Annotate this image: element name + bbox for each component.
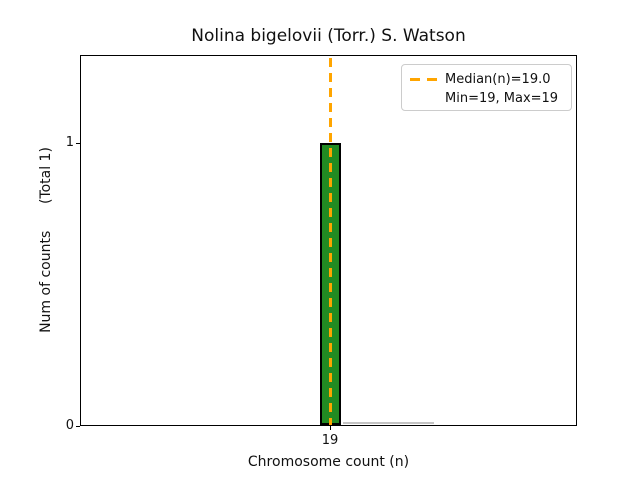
legend-label-minmax: Min=19, Max=19 bbox=[445, 91, 559, 106]
chart-title: Nolina bigelovii (Torr.) S. Watson bbox=[191, 26, 466, 46]
legend-entry-median: Median(n)=19.0 bbox=[410, 70, 563, 89]
empty-swatch bbox=[410, 97, 437, 100]
y-tick-mark-0 bbox=[76, 426, 80, 427]
legend: Median(n)=19.0 Min=19, Max=19 bbox=[401, 64, 572, 111]
x-axis-label: Chromosome count (n) bbox=[247, 454, 410, 470]
legend-entry-minmax: Min=19, Max=19 bbox=[410, 89, 563, 108]
x-tick-mark-19 bbox=[330, 426, 331, 430]
median-line bbox=[329, 58, 332, 425]
zero-height-bar-baseline bbox=[343, 422, 434, 424]
median-dashed-line-swatch bbox=[410, 78, 437, 81]
plot-area: Median(n)=19.0 Min=19, Max=19 bbox=[76, 55, 577, 430]
x-tick-label-19: 19 bbox=[321, 433, 339, 448]
y-tick-label-1: 1 bbox=[65, 135, 74, 150]
y-tick-mark-1 bbox=[76, 143, 80, 144]
legend-label-median: Median(n)=19.0 bbox=[445, 72, 551, 87]
y-tick-label-0: 0 bbox=[65, 418, 74, 433]
y-axis-label: Num of counts (Total 1) bbox=[38, 147, 54, 333]
